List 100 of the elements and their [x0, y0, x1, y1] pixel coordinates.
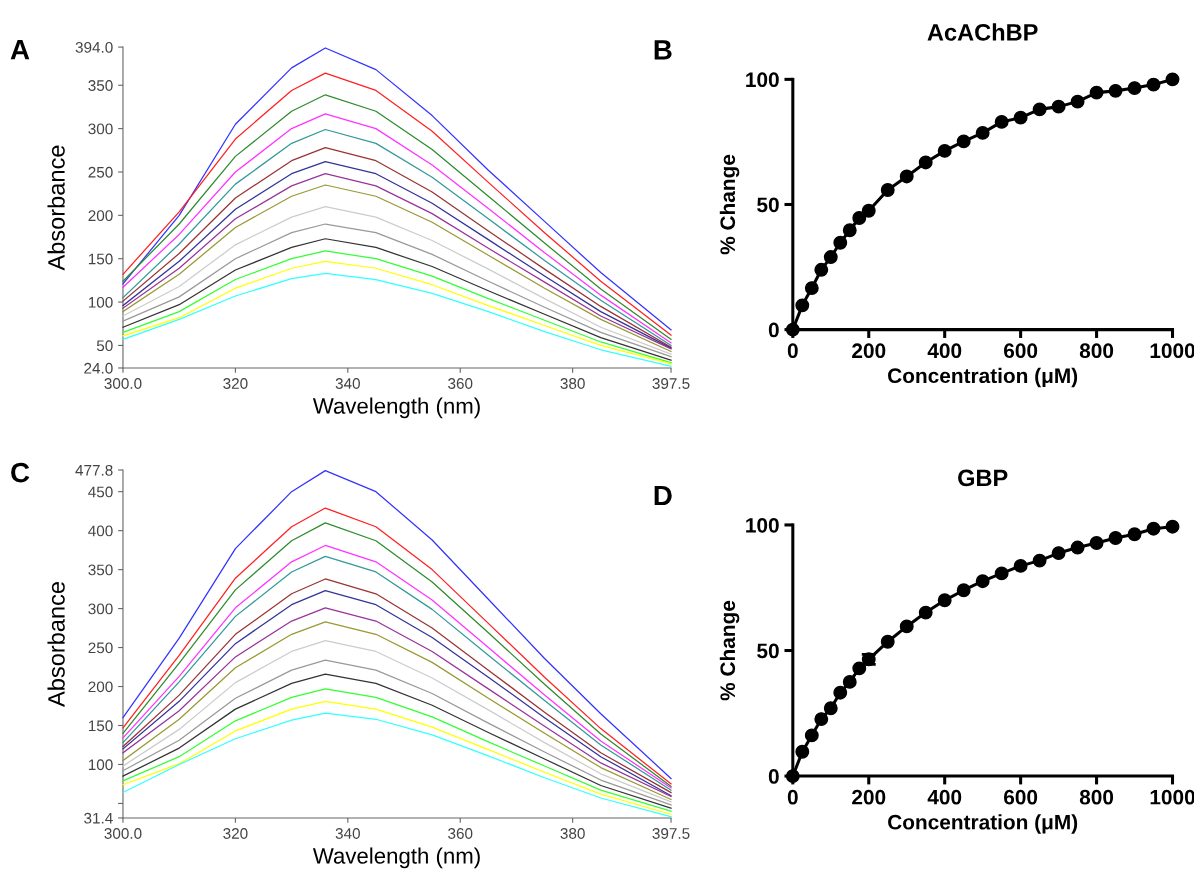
- point: [956, 583, 971, 598]
- y-axis-title: Absorbance: [47, 582, 65, 707]
- x-tick-label: 600: [1004, 789, 1038, 805]
- x-tick-label: 300.0: [104, 828, 142, 839]
- x-tick-label: 320: [223, 378, 248, 389]
- point: [823, 250, 838, 264]
- point: [1089, 85, 1104, 100]
- x-tick-label: 380: [560, 828, 585, 839]
- y-tick-label: 50: [757, 197, 779, 213]
- x-tick-label: 200: [852, 343, 886, 359]
- point: [1013, 558, 1028, 573]
- point: [852, 211, 867, 225]
- x-tick-label: 0: [787, 789, 798, 805]
- x-tick-label: 600: [1004, 343, 1038, 359]
- y-tick-label: 477.8: [75, 464, 113, 476]
- y-tick-label: 400: [88, 525, 113, 537]
- x-tick-label: 397.5: [652, 828, 690, 839]
- point: [937, 143, 952, 158]
- point: [852, 661, 867, 676]
- point: [1051, 99, 1066, 114]
- point: [804, 728, 819, 743]
- point: [795, 744, 810, 759]
- y-tick-label: 24.0: [84, 362, 113, 374]
- point: [1070, 540, 1085, 555]
- y-axis-title: % Change: [719, 154, 740, 255]
- x-axis-title: Concentration (μM): [888, 367, 1078, 388]
- point: [1165, 72, 1180, 87]
- point: [842, 223, 857, 238]
- x-tick-label: 300.0: [104, 378, 142, 389]
- point: [814, 262, 829, 277]
- x-axis-title: Concentration (μM): [888, 814, 1078, 834]
- y-tick-label: 200: [88, 210, 113, 222]
- x-tick-label: 340: [335, 378, 360, 389]
- y-tick-label: 100: [746, 517, 779, 533]
- point: [1089, 536, 1104, 550]
- point: [899, 619, 914, 634]
- x-tick-label: 800: [1079, 343, 1114, 359]
- chart-title: AcAChBP: [927, 23, 1038, 41]
- point: [833, 235, 848, 250]
- point: [1146, 521, 1161, 536]
- point: [842, 674, 857, 689]
- chart-title: GBP: [958, 469, 1008, 487]
- x-tick-label: 320: [223, 828, 248, 839]
- y-axis-title: % Change: [719, 600, 740, 701]
- point: [795, 298, 810, 313]
- y-tick-label: 100: [88, 296, 113, 308]
- x-axis-title: Wavelength (nm): [312, 847, 480, 869]
- point: [1051, 546, 1066, 561]
- x-tick-label: 1000: [1150, 343, 1194, 359]
- x-tick-label: 360: [448, 378, 473, 389]
- point: [1032, 553, 1047, 568]
- point: [880, 634, 895, 649]
- y-tick-label: 350: [88, 80, 113, 91]
- y-tick-label: 394.0: [75, 41, 113, 53]
- x-tick-label: 400: [927, 789, 962, 805]
- x-axis-title: Wavelength (nm): [312, 397, 480, 419]
- text: A: [10, 40, 30, 60]
- point: [975, 574, 990, 589]
- point: [1108, 531, 1123, 545]
- point: [994, 114, 1009, 129]
- point: [880, 183, 895, 197]
- point: [823, 701, 838, 716]
- point: [937, 593, 952, 608]
- point: [1127, 81, 1142, 96]
- x-tick-label: 1000: [1150, 789, 1194, 805]
- point: [1032, 102, 1047, 117]
- y-tick-label: 50: [96, 340, 113, 352]
- x-tick-label: 340: [335, 828, 360, 839]
- x-tick-label: 360: [448, 828, 473, 839]
- point: [899, 169, 914, 184]
- x-tick-label: 400: [927, 343, 962, 359]
- y-tick-label: 250: [88, 642, 113, 654]
- point: [1013, 110, 1028, 125]
- y-tick-label: 50: [757, 643, 779, 659]
- point: [918, 155, 933, 170]
- point: [994, 566, 1009, 581]
- y-tick-label: 450: [88, 486, 113, 498]
- y-tick-label: 0: [768, 322, 779, 338]
- point: [1108, 83, 1123, 98]
- y-tick-label: 350: [88, 564, 113, 576]
- y-axis-title: Absorbance: [47, 145, 65, 271]
- point: [1127, 527, 1142, 542]
- y-tick-label: 150: [88, 253, 113, 265]
- text: C: [11, 462, 30, 483]
- point: [1165, 519, 1180, 534]
- point: [1146, 77, 1161, 92]
- y-tick-label: 250: [88, 166, 113, 178]
- y-tick-label: 100: [746, 72, 779, 88]
- point: [1070, 94, 1085, 109]
- x-tick-label: 800: [1079, 789, 1114, 805]
- point: [804, 281, 819, 296]
- y-tick-label: 300: [88, 603, 113, 615]
- point: [975, 125, 990, 140]
- point: [861, 203, 876, 218]
- x-tick-label: 380: [560, 378, 585, 389]
- y-tick-label: 0: [768, 769, 779, 784]
- y-tick-label: 200: [88, 681, 113, 693]
- annotation: D: [654, 485, 672, 506]
- point: [918, 605, 933, 620]
- x-tick-label: 0: [787, 343, 798, 359]
